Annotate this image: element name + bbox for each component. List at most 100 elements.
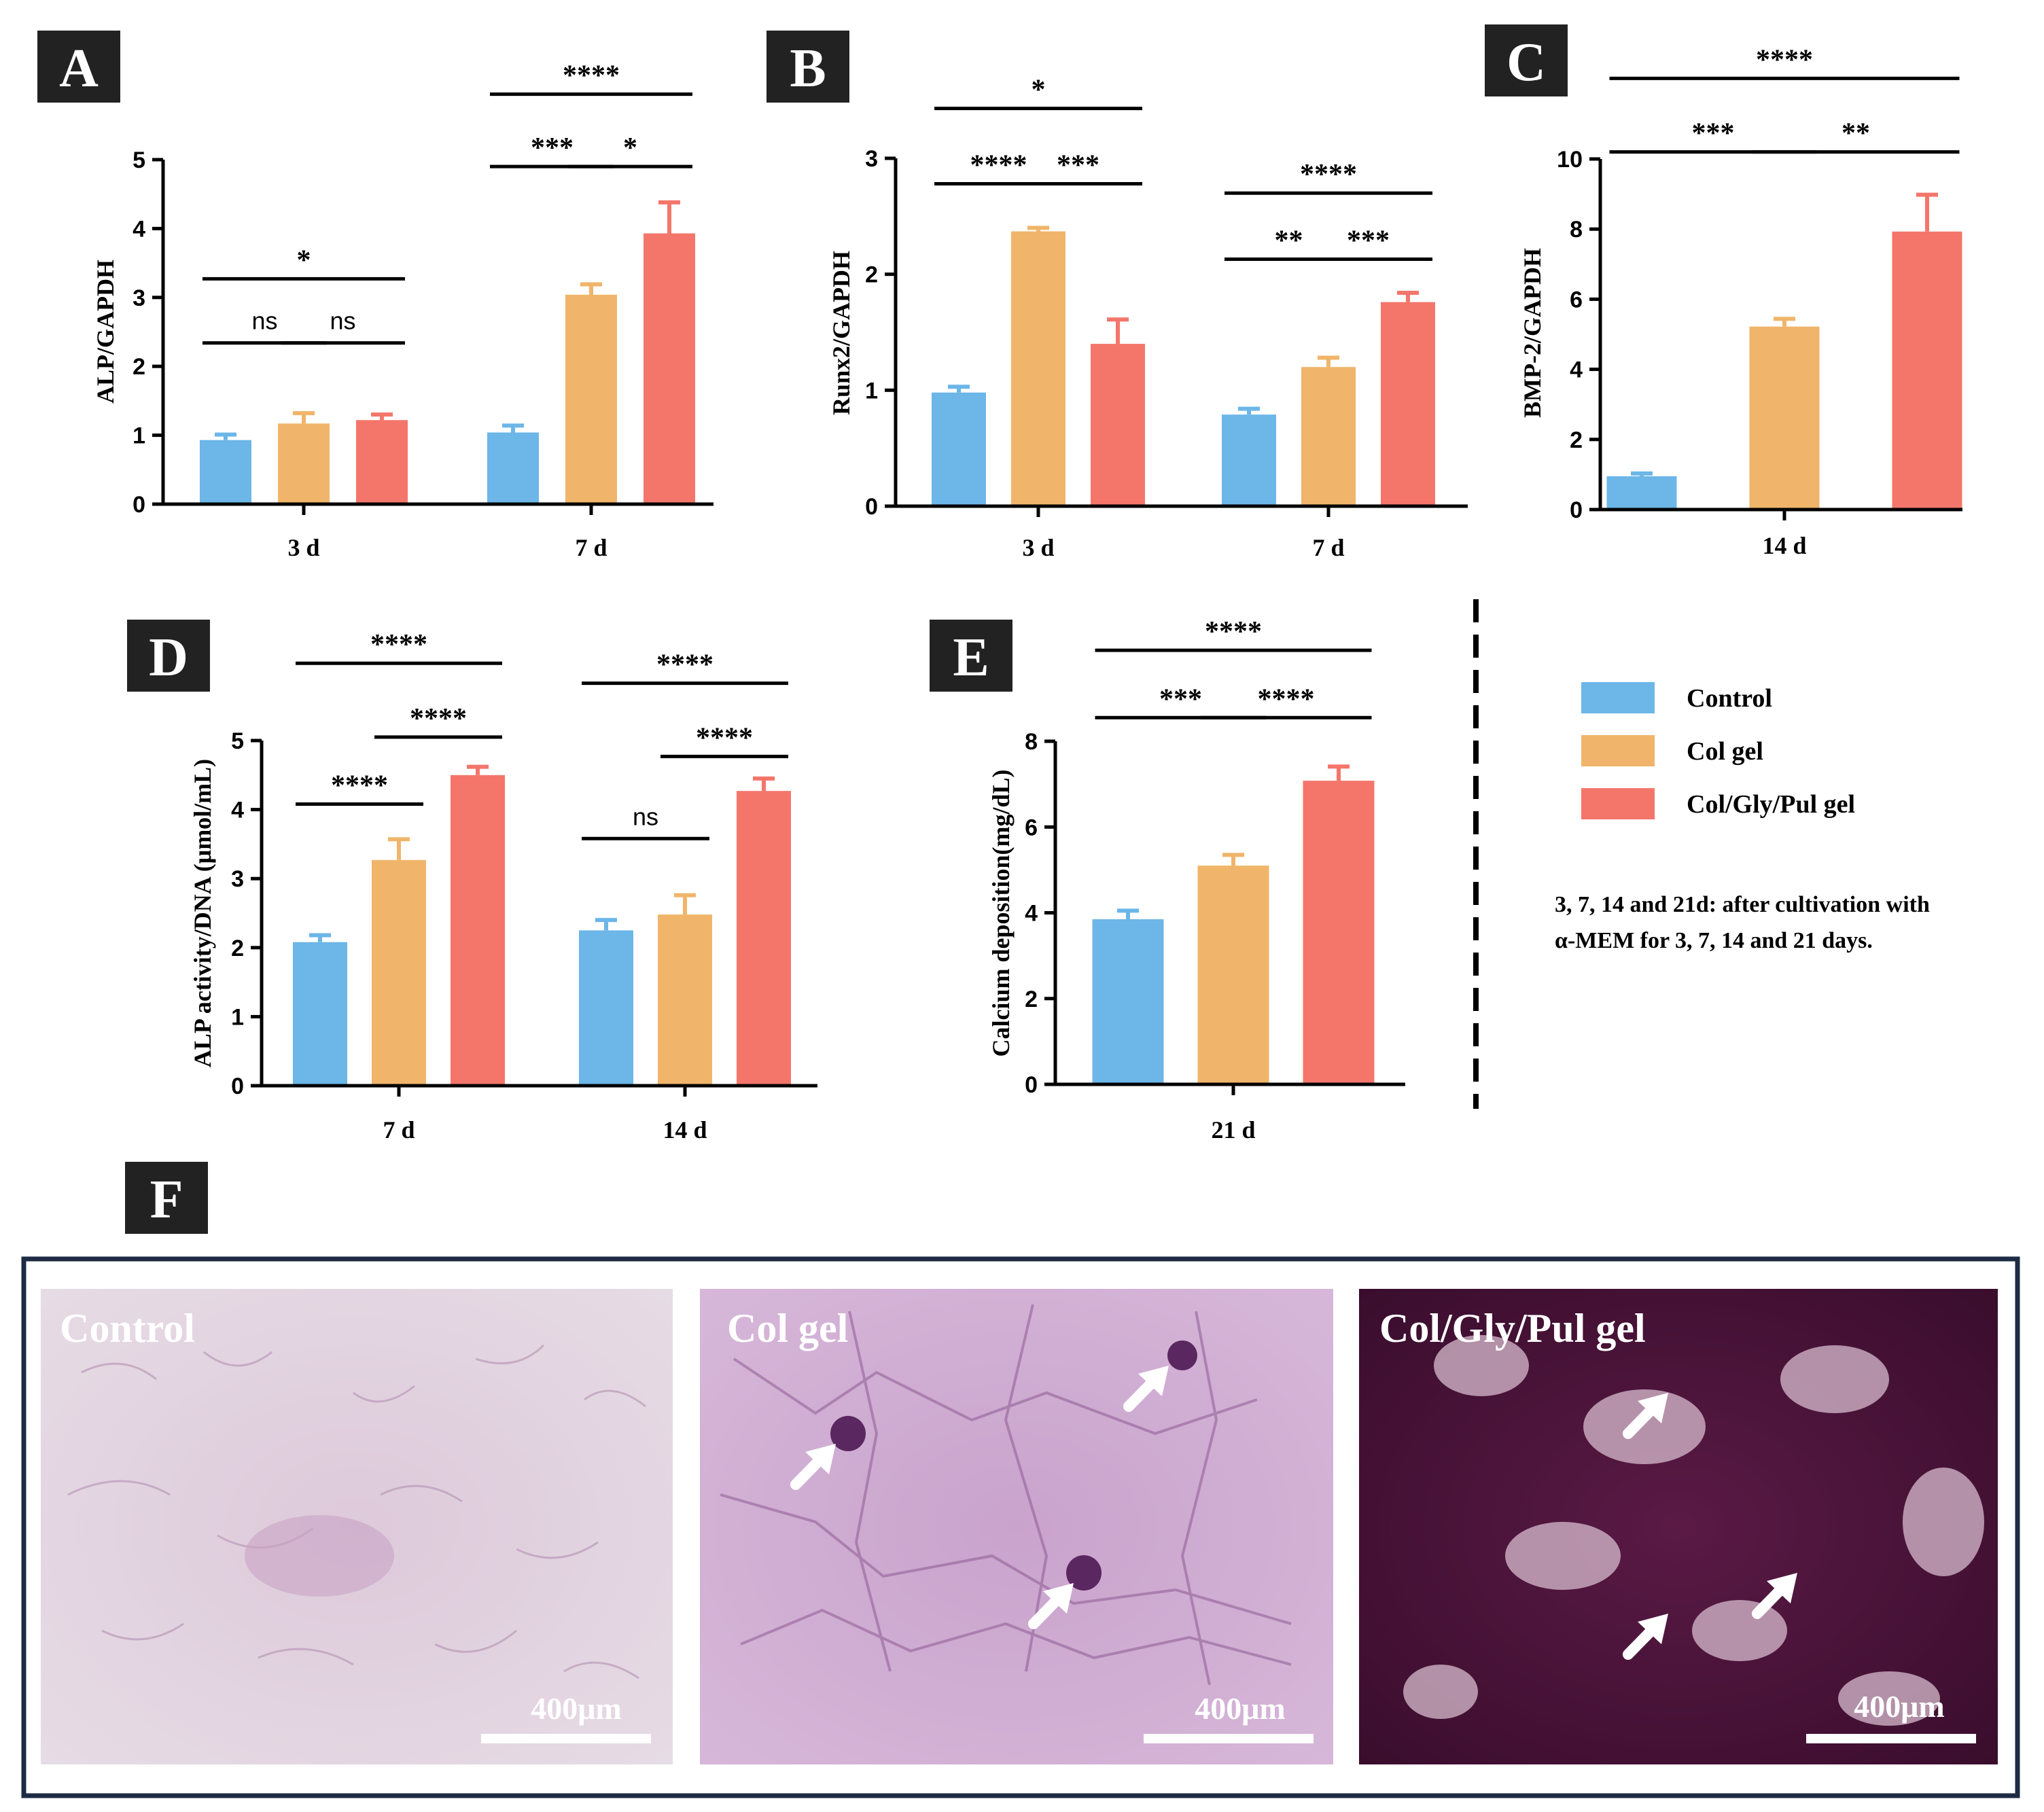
significance-label: *** (1057, 150, 1099, 181)
y-tick-label: 5 (133, 147, 145, 173)
y-tick-label: 5 (231, 728, 244, 754)
cell-cluster (245, 1515, 394, 1597)
bar-col-gly-pul-gel-3-d (356, 420, 408, 504)
bar-col-gel-14-d (1749, 326, 1820, 510)
category-label: 14 d (1762, 532, 1806, 559)
y-tick-label: 3 (231, 866, 244, 892)
y-tick-label: 8 (1570, 217, 1583, 243)
panel-letter-e: E (930, 620, 1012, 692)
legend-label-col-gel: Col gel (1687, 737, 1763, 766)
significance-label: ns (330, 307, 355, 335)
micrograph-label-col-gel: Col gel (727, 1306, 848, 1351)
bar-col-gly-pul-gel-21-d (1303, 781, 1375, 1084)
y-tick-label: 2 (1570, 427, 1583, 453)
bar-control-21-d (1092, 919, 1164, 1084)
scale-bar-control (481, 1734, 651, 1743)
significance-label: **** (1300, 159, 1357, 190)
svg-text:A: A (59, 39, 99, 99)
y-tick-label: 2 (1025, 987, 1038, 1012)
bar-control-7-d (487, 432, 539, 504)
significance-label: ns (251, 307, 277, 335)
svg-text:C: C (1506, 33, 1546, 92)
y-tick-label: 2 (133, 354, 145, 380)
significance-label: *** (1159, 683, 1202, 715)
y-tick-label: 1 (865, 378, 878, 404)
y-tick-label: 2 (865, 262, 878, 288)
significance-label: **** (1756, 44, 1813, 75)
significance-label: **** (696, 722, 753, 753)
bar-col-gly-pul-gel-7-d (451, 775, 505, 1086)
legend-swatch-col-gly-pul-gel (1581, 788, 1655, 819)
bar-control-7-d (293, 942, 347, 1086)
light-pores-col-gly-pul-gel (1403, 1335, 1984, 1726)
significance-label: *** (531, 132, 574, 164)
arrow-icon (1138, 1366, 1169, 1396)
scale-bar-col-gel (1144, 1734, 1314, 1743)
y-tick-label: 3 (133, 285, 145, 311)
bar-col-gel-14-d (658, 914, 712, 1086)
bar-control-14-d (579, 930, 633, 1086)
legend-label-control: Control (1687, 684, 1772, 713)
micrograph-label-col-gly-pul-gel: Col/Gly/Pul gel (1379, 1306, 1646, 1351)
significance-label: **** (656, 650, 713, 681)
y-axis-title: Runx2/GAPDH (828, 251, 855, 415)
scale-label-col-gly-pul-gel: 400μm (1854, 1689, 1944, 1724)
y-tick-label: 4 (1025, 901, 1038, 927)
bar-col-gel-3-d (1011, 231, 1065, 506)
y-tick-label: 1 (231, 1004, 244, 1030)
arrow-icon (1638, 1614, 1668, 1644)
micrograph-frame (21, 1256, 2020, 1798)
y-tick-label: 6 (1025, 815, 1038, 840)
significance-label: * (623, 132, 637, 164)
bar-col-gly-pul-gel-7-d (1381, 302, 1435, 506)
svg-text:D: D (149, 628, 188, 688)
significance-label: **** (370, 629, 427, 660)
significance-label: *** (1692, 118, 1735, 149)
y-tick-label: 8 (1025, 729, 1038, 755)
scale-label-control: 400μm (531, 1691, 621, 1726)
arrow-icon (805, 1444, 836, 1474)
significance-label: **** (331, 770, 388, 801)
stain-spot (1167, 1340, 1197, 1370)
bar-col-gel-7-d (565, 294, 617, 504)
category-label: 7 d (1312, 534, 1344, 561)
y-tick-label: 0 (1570, 497, 1583, 523)
scale-bar-col-gly-pul-gel (1806, 1734, 1976, 1743)
y-tick-label: 0 (133, 492, 145, 518)
y-tick-label: 4 (1570, 357, 1583, 383)
y-axis-title: BMP-2/GAPDH (1519, 248, 1546, 418)
note-line-2: α-MEM for 3, 7, 14 and 21 days. (1555, 928, 1873, 953)
significance-label: * (1032, 75, 1046, 106)
panel-letter-a: A (37, 31, 120, 103)
significance-label: **** (410, 703, 467, 734)
y-tick-label: 4 (133, 216, 145, 242)
legend-swatch-col-gel (1581, 735, 1655, 766)
arrow-icon (1767, 1573, 1797, 1603)
category-label: 14 d (663, 1116, 707, 1143)
y-tick-label: 4 (231, 798, 244, 823)
y-tick-label: 6 (1570, 287, 1583, 313)
bar-col-gel-21-d (1197, 866, 1269, 1084)
legend: Control Col gel Col/Gly/Pul gel (1581, 682, 1855, 819)
y-axis-title: Calcium deposition(mg/dL) (987, 769, 1015, 1056)
panel-letter-f: F (125, 1162, 208, 1234)
significance-label: **** (970, 150, 1027, 181)
significance-label: **** (1205, 616, 1262, 647)
y-axis-title: ALP activity/DNA (μmol/mL) (189, 759, 216, 1067)
significance-label: ** (1842, 118, 1870, 149)
significance-label: ** (1275, 225, 1303, 256)
bar-col-gel-7-d (1301, 367, 1356, 506)
bar-col-gly-pul-gel-14-d (737, 791, 791, 1086)
y-tick-label: 0 (1025, 1072, 1038, 1098)
stain-spot (1066, 1555, 1102, 1591)
bar-col-gly-pul-gel-7-d (644, 233, 695, 504)
y-tick-label: 0 (231, 1073, 244, 1099)
panel-letter-d: D (127, 620, 210, 692)
bar-col-gel-3-d (278, 423, 330, 504)
svg-text:E: E (953, 628, 989, 688)
significance-label: ns (633, 802, 658, 830)
